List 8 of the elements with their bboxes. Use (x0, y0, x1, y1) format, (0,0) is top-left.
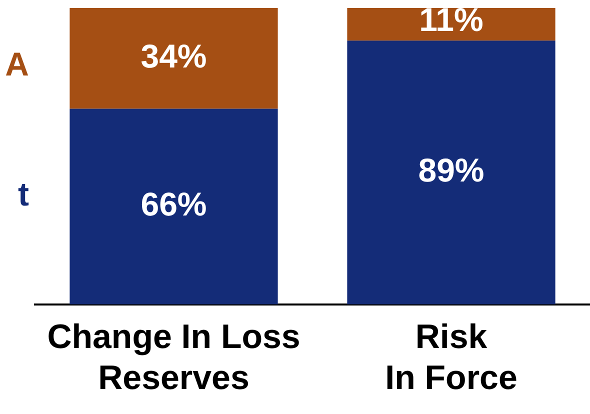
data-label: 11% (419, 1, 484, 38)
series-label: A (5, 45, 29, 82)
data-label: 89% (418, 152, 484, 189)
x-tick-label: Change In Loss Reserves (47, 318, 300, 397)
series-label: t (18, 176, 29, 213)
data-label: 66% (140, 186, 207, 223)
x-tick-label: Risk In Force (385, 318, 518, 397)
data-label: 34% (140, 37, 207, 74)
